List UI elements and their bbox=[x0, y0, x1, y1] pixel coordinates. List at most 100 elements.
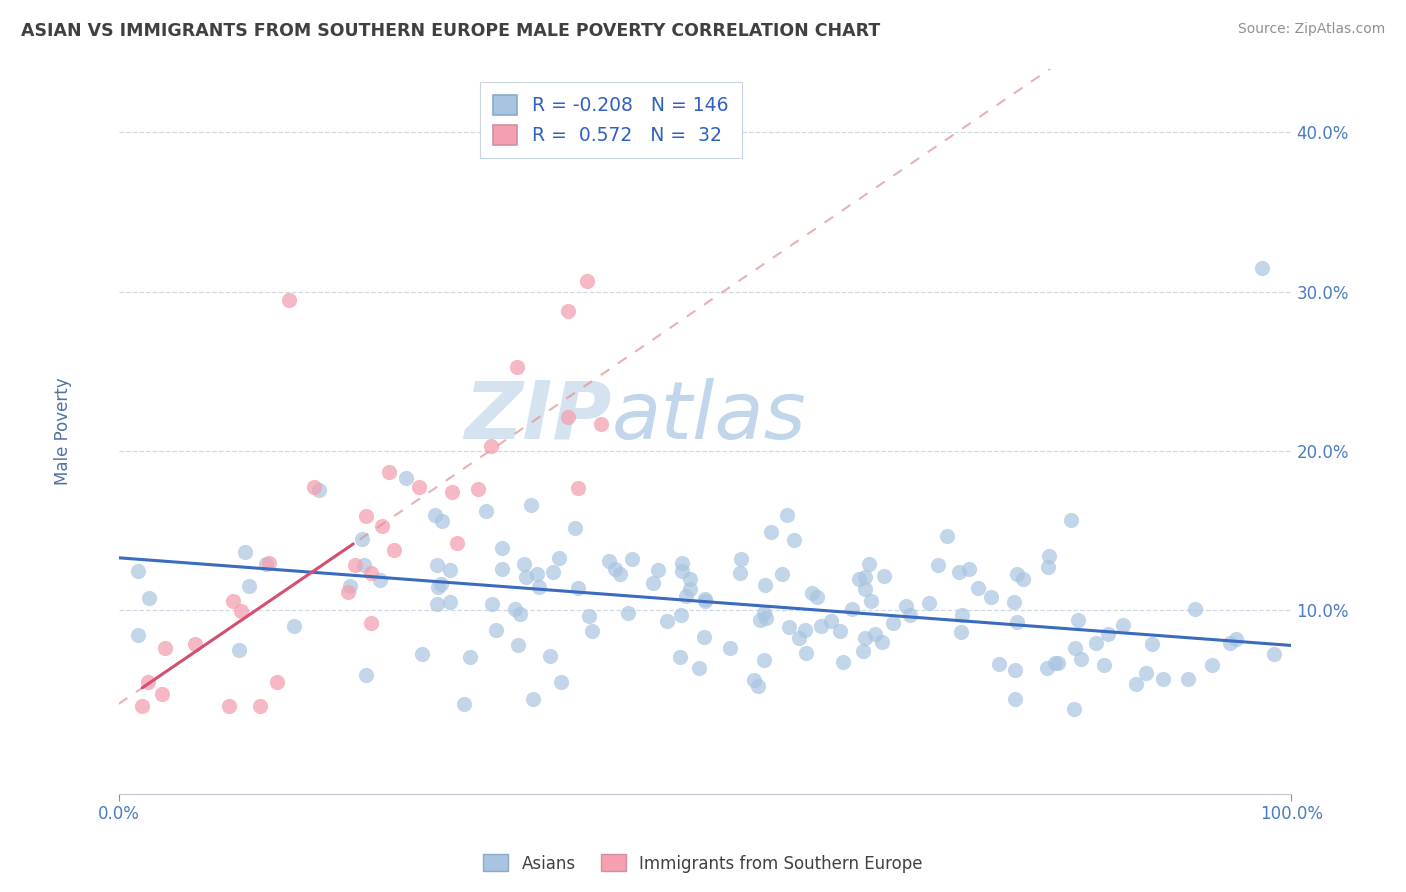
Point bbox=[950, 608, 973, 623]
Legend: R = -0.208   N = 146, R =  0.572   N =  32: R = -0.208 N = 146, R = 0.572 N = 32 bbox=[479, 81, 742, 158]
Point bbox=[543, 565, 565, 579]
Point bbox=[1085, 636, 1108, 650]
Text: Male Poverty: Male Poverty bbox=[53, 377, 72, 485]
Point bbox=[339, 579, 361, 593]
Point bbox=[1140, 637, 1163, 651]
Point bbox=[858, 557, 880, 571]
Point bbox=[1004, 692, 1026, 706]
Point bbox=[153, 640, 176, 655]
Point bbox=[567, 581, 589, 595]
Point bbox=[481, 597, 503, 611]
Point bbox=[848, 573, 870, 587]
Point bbox=[643, 575, 665, 590]
Point bbox=[131, 699, 153, 714]
Point bbox=[426, 580, 449, 594]
Point bbox=[336, 585, 359, 599]
Point bbox=[302, 480, 325, 494]
Point bbox=[832, 655, 855, 669]
Point bbox=[917, 596, 939, 610]
Point bbox=[728, 566, 751, 581]
Point bbox=[453, 697, 475, 711]
Point bbox=[853, 570, 876, 584]
Point bbox=[238, 579, 260, 593]
Point bbox=[759, 524, 782, 539]
Point bbox=[617, 606, 640, 620]
Point bbox=[350, 532, 373, 546]
Point bbox=[222, 594, 245, 608]
Point bbox=[778, 620, 800, 634]
Point bbox=[564, 520, 586, 534]
Point bbox=[1004, 663, 1026, 677]
Point bbox=[439, 595, 461, 609]
Point bbox=[503, 601, 526, 615]
Point bbox=[950, 624, 973, 639]
Point bbox=[870, 635, 893, 649]
Point bbox=[1043, 657, 1066, 671]
Point bbox=[515, 569, 537, 583]
Point bbox=[506, 360, 529, 375]
Point bbox=[1092, 658, 1115, 673]
Point bbox=[1251, 260, 1274, 275]
Point bbox=[475, 504, 498, 518]
Point bbox=[749, 613, 772, 627]
Point bbox=[896, 599, 918, 614]
Point bbox=[783, 533, 806, 547]
Point bbox=[1005, 615, 1028, 629]
Point bbox=[1047, 656, 1070, 670]
Point bbox=[308, 483, 330, 498]
Point bbox=[657, 614, 679, 628]
Point bbox=[679, 573, 702, 587]
Point bbox=[378, 465, 401, 479]
Point bbox=[277, 293, 299, 307]
Point bbox=[980, 591, 1002, 605]
Point bbox=[576, 274, 599, 288]
Point bbox=[1225, 632, 1247, 646]
Point bbox=[138, 591, 160, 606]
Point bbox=[395, 471, 418, 485]
Point bbox=[693, 592, 716, 607]
Point bbox=[1012, 572, 1035, 586]
Point bbox=[718, 641, 741, 656]
Point bbox=[491, 562, 513, 576]
Point bbox=[927, 558, 949, 573]
Point bbox=[841, 602, 863, 616]
Point bbox=[730, 552, 752, 566]
Point bbox=[852, 643, 875, 657]
Point bbox=[675, 590, 697, 604]
Point bbox=[598, 554, 620, 568]
Point bbox=[519, 498, 541, 512]
Point bbox=[231, 604, 253, 618]
Point bbox=[1219, 636, 1241, 650]
Point bbox=[787, 631, 810, 645]
Point bbox=[426, 558, 449, 572]
Point bbox=[581, 624, 603, 639]
Point bbox=[526, 567, 548, 582]
Point bbox=[1063, 640, 1085, 655]
Point bbox=[647, 563, 669, 577]
Point bbox=[249, 699, 271, 714]
Point bbox=[557, 303, 579, 318]
Point bbox=[491, 541, 513, 555]
Point bbox=[506, 639, 529, 653]
Point bbox=[609, 566, 631, 581]
Text: ASIAN VS IMMIGRANTS FROM SOUTHERN EUROPE MALE POVERTY CORRELATION CHART: ASIAN VS IMMIGRANTS FROM SOUTHERN EUROPE… bbox=[21, 22, 880, 40]
Point bbox=[754, 577, 776, 591]
Point bbox=[863, 626, 886, 640]
Point bbox=[228, 643, 250, 657]
Point bbox=[423, 508, 446, 522]
Point bbox=[855, 582, 877, 597]
Point bbox=[557, 410, 579, 425]
Point bbox=[873, 569, 896, 583]
Point bbox=[967, 581, 990, 595]
Point bbox=[882, 615, 904, 630]
Point bbox=[693, 630, 716, 644]
Point bbox=[218, 699, 240, 714]
Point bbox=[550, 674, 572, 689]
Text: ZIP: ZIP bbox=[464, 377, 612, 456]
Point bbox=[1070, 652, 1092, 666]
Point bbox=[589, 417, 612, 432]
Point bbox=[538, 648, 561, 663]
Text: Source: ZipAtlas.com: Source: ZipAtlas.com bbox=[1237, 22, 1385, 37]
Point bbox=[1067, 613, 1090, 627]
Point bbox=[467, 482, 489, 496]
